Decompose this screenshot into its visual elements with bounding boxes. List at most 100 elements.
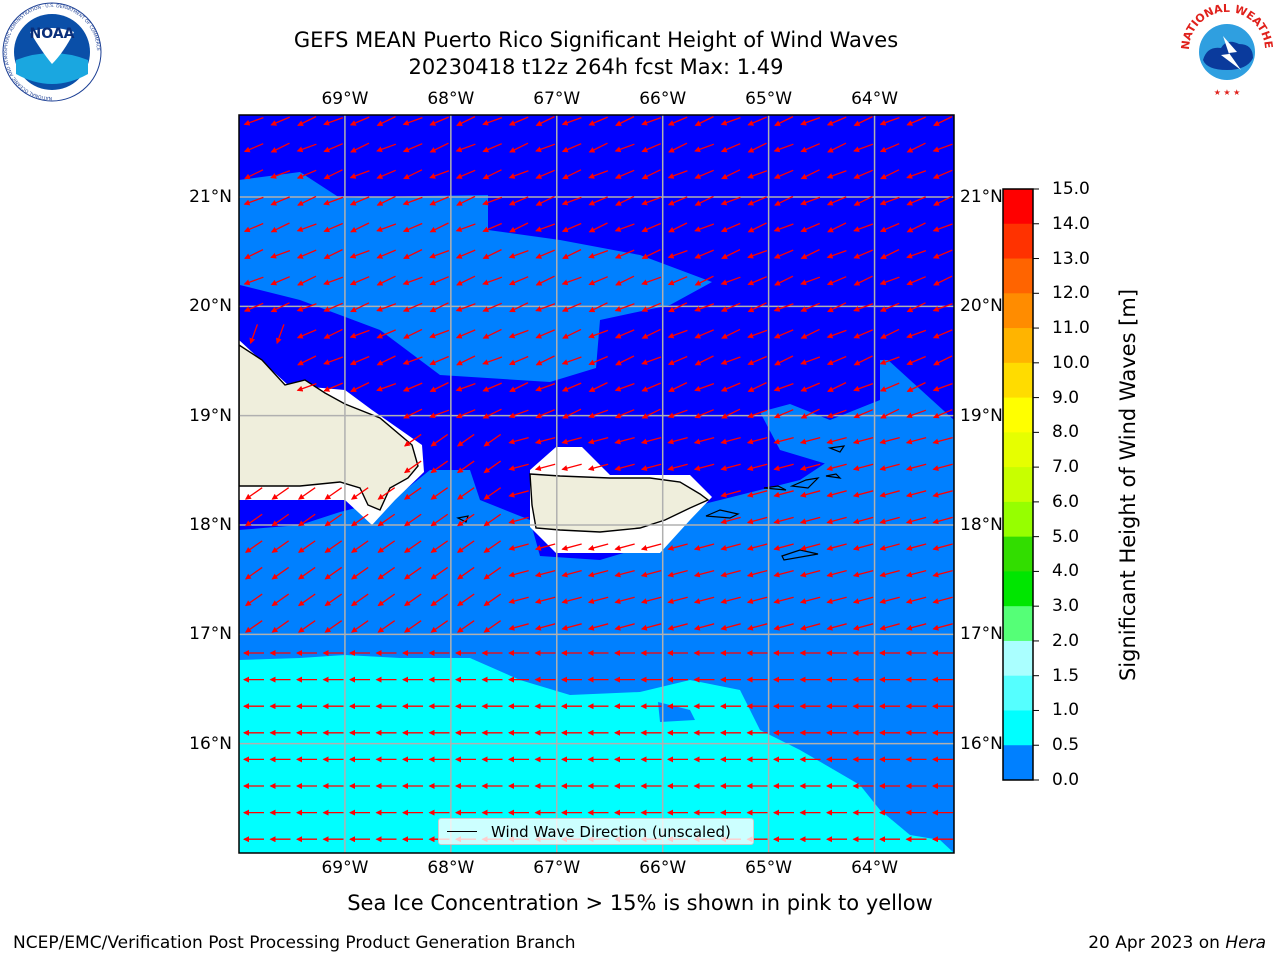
wave-direction-arrow <box>270 276 290 286</box>
colorbar-tick-label: 10.0 <box>1052 352 1090 373</box>
wave-direction-arrow <box>852 516 874 525</box>
wave-direction-arrow <box>430 433 449 447</box>
lat-label-left: 17°N <box>189 624 232 645</box>
wave-direction-arrow <box>879 302 900 312</box>
lon-label-bottom: 65°W <box>745 858 793 878</box>
wave-direction-arrow <box>588 196 608 206</box>
wave-direction-arrow <box>906 116 926 126</box>
wave-direction-arrow <box>430 513 449 527</box>
wave-direction-arrow <box>561 569 582 578</box>
lat-label-left: 16°N <box>189 733 232 754</box>
wave-direction-arrow <box>297 195 317 206</box>
wave-direction-arrow <box>615 355 635 366</box>
wave-direction-arrow <box>376 303 397 312</box>
wave-direction-arrow <box>852 543 874 551</box>
wave-direction-arrow <box>455 409 476 419</box>
colorbar-tick-label: 1.5 <box>1052 665 1080 686</box>
wave-direction-arrow <box>799 463 821 471</box>
wave-direction-arrow <box>614 303 635 312</box>
sea-ice-note: Sea Ice Concentration > 15% is shown in … <box>347 891 933 915</box>
wave-direction-arrow <box>826 196 847 206</box>
wave-direction-arrow <box>773 623 794 631</box>
wave-direction-arrow <box>932 303 953 312</box>
wave-direction-arrow <box>297 116 317 126</box>
wave-direction-arrow <box>534 596 556 604</box>
wave-direction-arrow <box>509 382 529 392</box>
wave-direction-arrow <box>933 355 953 366</box>
wave-direction-arrow <box>535 382 556 392</box>
wave-direction-arrow <box>614 329 635 339</box>
colorbar-swatch <box>1003 710 1033 746</box>
wave-direction-arrow <box>720 543 741 551</box>
wave-direction-arrow <box>932 490 953 498</box>
wave-direction-arrow <box>641 249 661 259</box>
wave-direction-arrow <box>244 487 263 500</box>
wave-direction-arrow <box>587 463 609 471</box>
wave-direction-arrow <box>376 355 396 366</box>
wave-direction-arrow <box>588 355 608 366</box>
wave-direction-arrow <box>455 382 476 392</box>
wave-direction-arrow <box>243 302 264 312</box>
wave-direction-arrow <box>323 196 344 206</box>
wave-direction-arrow <box>906 409 927 419</box>
wave-direction-arrow <box>614 463 635 471</box>
wave-direction-arrow <box>350 382 370 392</box>
wave-direction-arrow <box>614 223 635 232</box>
wave-direction-arrow <box>826 463 847 471</box>
wave-direction-arrow <box>905 490 927 498</box>
wave-direction-arrow <box>243 196 264 206</box>
wave-direction-arrow <box>720 569 741 578</box>
footer-date: 20 Apr 2023 on Hera <box>1088 933 1266 953</box>
wave-direction-arrow <box>323 116 344 126</box>
wave-direction-arrow <box>747 116 767 126</box>
wave-direction-arrow <box>852 436 874 445</box>
wave-direction-arrow <box>774 116 794 126</box>
lon-label-top: 64°W <box>851 89 899 109</box>
wave-direction-arrow <box>906 382 926 392</box>
wave-direction-arrow <box>534 436 556 445</box>
wave-direction-arrow <box>693 463 715 471</box>
wave-direction-arrow <box>297 540 316 553</box>
wave-direction-arrow <box>561 543 582 551</box>
wave-direction-arrow <box>693 436 715 445</box>
wave-direction-arrow <box>535 169 555 179</box>
wave-direction-arrow <box>826 116 847 126</box>
wave-direction-arrow <box>640 543 662 551</box>
wave-direction-arrow <box>430 593 449 607</box>
wave-direction-arrow <box>773 436 794 445</box>
wave-direction-arrow <box>243 116 264 126</box>
wave-direction-arrow <box>296 303 317 312</box>
wave-direction-arrow <box>879 196 900 206</box>
wave-direction-arrow <box>905 543 927 551</box>
wave-direction-arrow <box>905 463 927 471</box>
wave-direction-arrow <box>773 143 794 153</box>
wave-direction-arrow <box>456 433 475 447</box>
wave-direction-arrow <box>376 169 396 179</box>
wave-direction-arrow <box>508 516 529 525</box>
lon-label-bottom: 67°W <box>533 858 581 878</box>
wave-direction-arrow <box>667 569 688 578</box>
wave-direction-arrow <box>880 169 900 180</box>
map-frame <box>238 114 955 854</box>
wave-direction-arrow <box>800 222 820 233</box>
wave-direction-arrow <box>932 516 953 525</box>
wave-direction-arrow <box>403 513 422 527</box>
wave-direction-arrow <box>827 222 847 233</box>
wave-direction-arrow <box>853 275 873 286</box>
colorbar-frame <box>1002 188 1034 781</box>
wave-direction-arrow <box>932 543 953 551</box>
colorbar-swatch <box>1003 189 1033 225</box>
wave-direction-arrow <box>508 355 529 366</box>
wave-direction-arrow <box>275 324 285 345</box>
map-title: GEFS MEAN Puerto Rico Significant Height… <box>293 28 899 52</box>
wave-direction-arrow <box>324 593 343 607</box>
wave-direction-arrow <box>271 620 290 633</box>
wave-direction-arrow <box>508 329 529 339</box>
wave-direction-arrow <box>667 249 688 259</box>
wave-direction-arrow <box>932 223 953 232</box>
legend-text: Wind Wave Direction (unscaled) <box>491 823 731 841</box>
wave-direction-arrow <box>641 328 661 339</box>
wave-direction-arrow <box>800 408 820 419</box>
lon-label-bottom: 69°W <box>321 858 369 878</box>
wave-direction-arrow <box>403 433 422 447</box>
